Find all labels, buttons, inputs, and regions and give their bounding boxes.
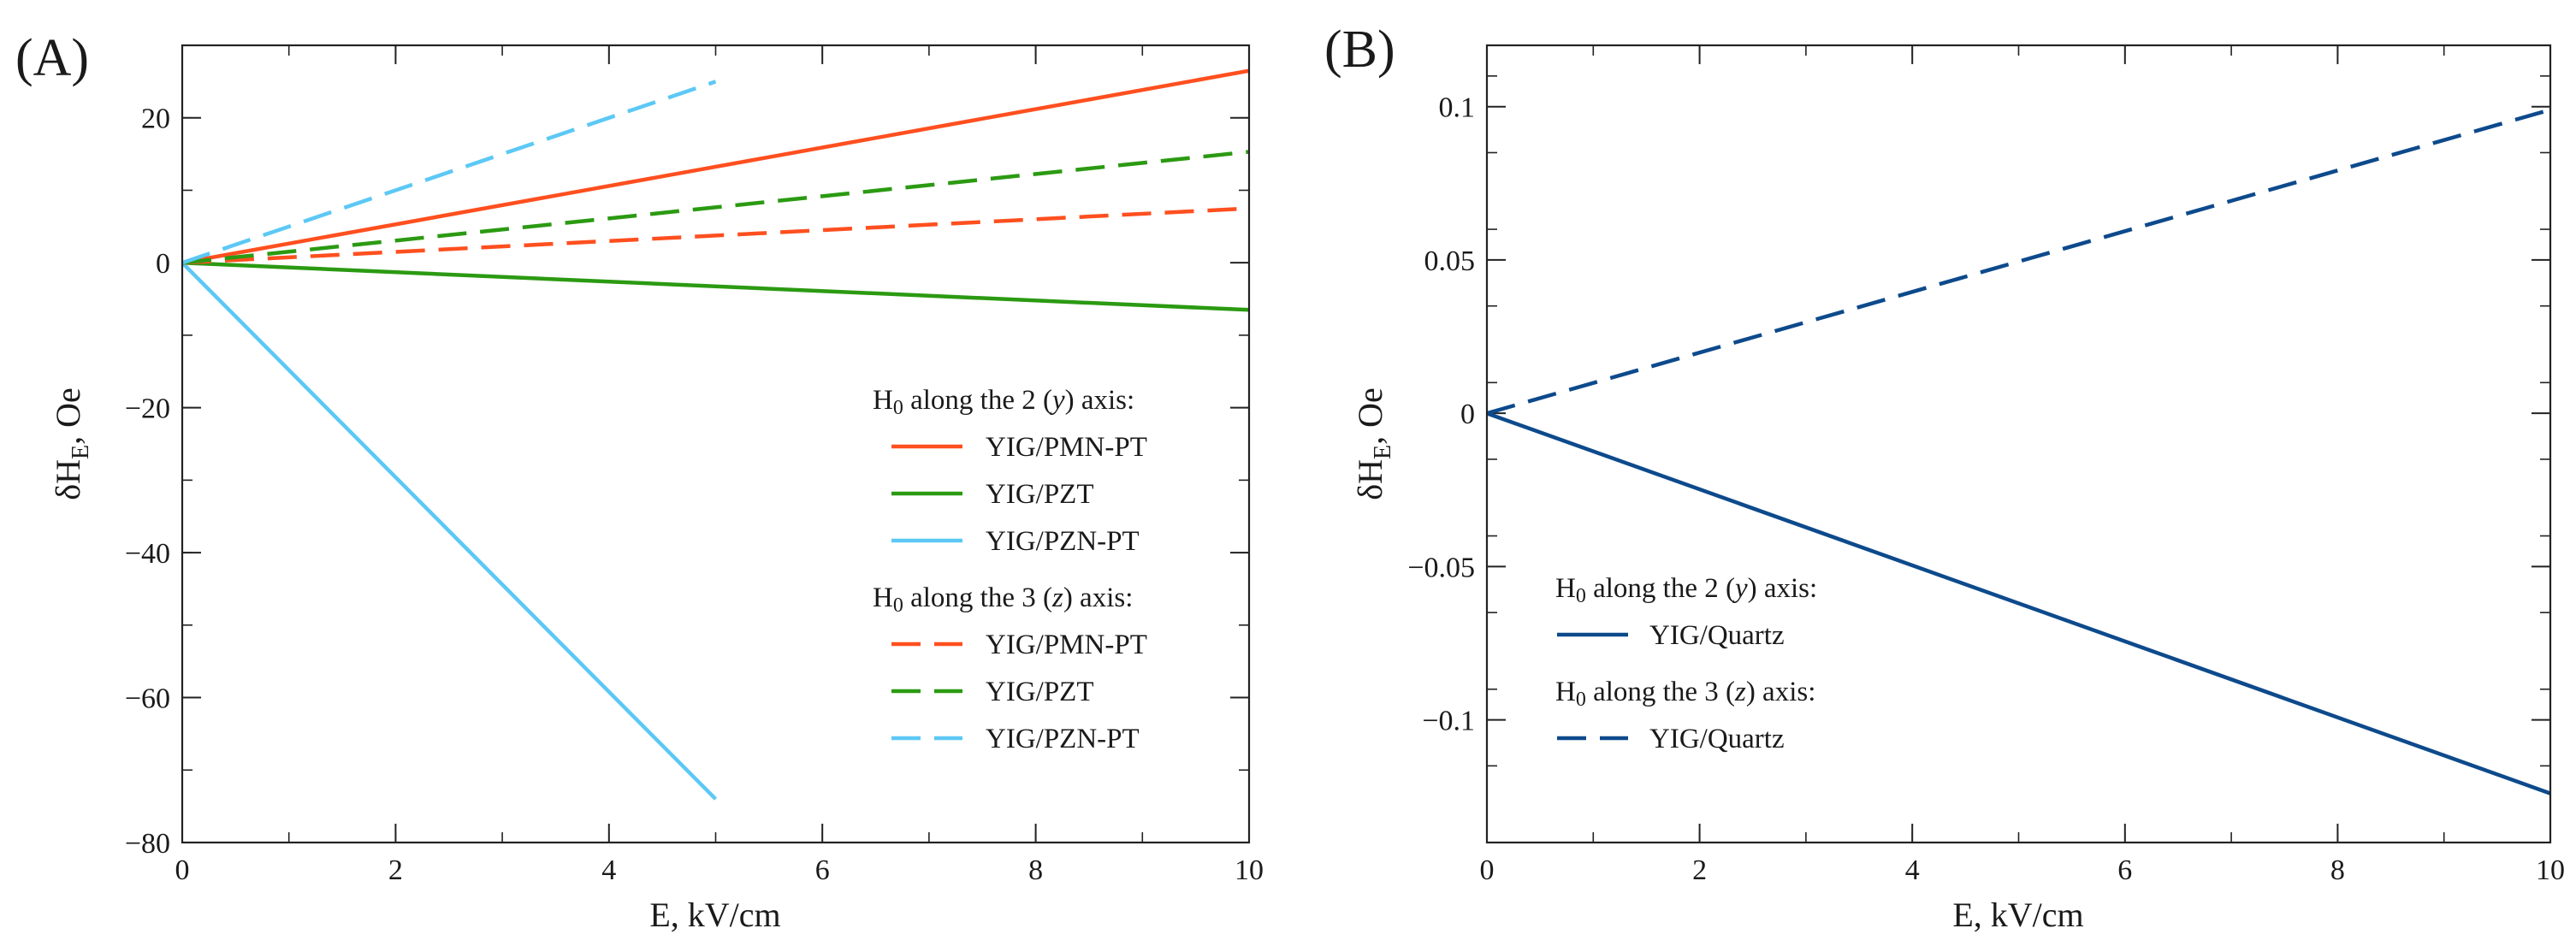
legend-header-prefix: H	[1555, 677, 1576, 707]
y-axis-title: δHE, Oe	[1351, 387, 1396, 500]
series-line-dashed-3	[182, 206, 1249, 265]
series-line-dashed-1	[1487, 108, 2550, 416]
legend-header-sub: 0	[893, 594, 903, 617]
x-axis-title: E, kV/cm	[649, 896, 780, 934]
legend-header-text: along the 2 (	[903, 385, 1052, 416]
series-line-solid-0	[182, 68, 1249, 265]
series-line-solid-1	[182, 260, 1249, 312]
y-axis-title-main: δH	[1351, 459, 1389, 500]
legend-header-prefix: H	[873, 385, 893, 416]
legend-group-header: H0 along the 2 (y) axis:	[873, 385, 1134, 419]
legend-entry-label: YIG/PZN-PT	[986, 724, 1140, 754]
legend-entry-label: YIG/PMN-PT	[986, 630, 1147, 660]
series-group	[1487, 108, 2550, 795]
chart-panel-a: (A) 0 2 4 6 8 10 −80 −60 −40 −20 0 20 E, kV/cm δHE, Oe…	[15, 29, 1264, 934]
legend-header-end: ) axis:	[1063, 582, 1134, 613]
legend-header-sub: 0	[893, 397, 903, 419]
series-line-solid-0	[1487, 411, 2550, 795]
y-tick-label: −80	[125, 828, 170, 860]
y-tick-label: −20	[125, 393, 170, 425]
y-tick-label: 0	[156, 248, 170, 280]
x-tick-label: 2	[388, 854, 403, 886]
legend-header-prefix: H	[873, 582, 893, 613]
chart-panel-b: (B) 0 2 4 6 8 10 −0.1 −0.05 0 0.05 0.1 E, kV/cm δHE, …	[1324, 21, 2565, 934]
y-tick-label: 0.05	[1424, 245, 1476, 277]
legend-header-end: ) axis:	[1746, 677, 1816, 707]
legend-header-text: along the 3 (	[1586, 677, 1735, 707]
legend-header-var: z	[1734, 677, 1746, 707]
series-line-dashed-4	[182, 150, 1249, 265]
y-axis-title-tail: , Oe	[49, 387, 87, 445]
x-tick-label: 10	[2536, 854, 2565, 886]
y-axis-title-tail: , Oe	[1351, 387, 1389, 445]
y-axis-title-main: δH	[49, 459, 87, 500]
x-tick-label: 10	[1235, 854, 1264, 886]
legend-header-text: along the 2 (	[1586, 573, 1735, 604]
y-tick-label: −60	[125, 683, 170, 715]
y-tick-label: 0.1	[1439, 92, 1476, 124]
series-line-solid-2	[182, 261, 718, 801]
x-tick-label: 8	[1028, 854, 1043, 886]
legend-header-var: y	[1732, 573, 1748, 604]
y-tick-label: 0	[1460, 399, 1475, 430]
plot-frame	[181, 44, 1251, 844]
y-tick-label: −0.05	[1407, 552, 1475, 583]
legend-header-end: ) axis:	[1065, 385, 1135, 416]
y-axis-title-sub: E	[68, 445, 94, 459]
panel-label: (A)	[15, 29, 89, 87]
series-group	[182, 68, 1249, 801]
legend-entry-label: YIG/Quartz	[1649, 724, 1785, 754]
x-tick-label: 0	[175, 854, 190, 886]
x-tick-label: 2	[1692, 854, 1707, 886]
legend-header-sub: 0	[1576, 585, 1586, 607]
y-tick-label: −0.1	[1422, 706, 1475, 737]
plot-frame	[1485, 44, 2552, 844]
legend-header-var: y	[1050, 385, 1065, 416]
x-tick-label: 6	[2117, 854, 2132, 886]
x-tick-label: 4	[1905, 854, 1920, 886]
y-tick-label: 20	[141, 103, 170, 135]
legend-group-header: H0 along the 3 (z) axis:	[873, 582, 1133, 617]
x-tick-label: 6	[815, 854, 830, 886]
panel-label: (B)	[1324, 21, 1395, 79]
legend-entry-label: YIG/PZN-PT	[986, 526, 1140, 557]
legend: H0 along the 2 (y) axis:YIG/PMN-PTYIG/PZ…	[873, 385, 1147, 754]
legend-entry-label: YIG/Quartz	[1649, 620, 1785, 651]
legend-header-text: along the 3 (	[903, 582, 1052, 613]
legend-group-header: H0 along the 3 (z) axis:	[1555, 677, 1815, 711]
x-tick-label: 0	[1480, 854, 1495, 886]
y-tick-label: −40	[125, 538, 170, 570]
legend-header-sub: 0	[1576, 689, 1586, 711]
legend-entry-label: YIG/PZT	[986, 479, 1094, 510]
legend-header-var: z	[1051, 582, 1063, 613]
x-axis-title: E, kV/cm	[1952, 896, 2083, 934]
y-axis-title-sub: E	[1370, 445, 1396, 459]
x-tick-label: 4	[601, 854, 616, 886]
y-axis-title: δHE, Oe	[49, 387, 94, 500]
legend-entry-label: YIG/PMN-PT	[986, 432, 1147, 463]
legend-header-end: ) axis:	[1748, 573, 1818, 604]
legend-entry-label: YIG/PZT	[986, 677, 1094, 707]
legend-group-header: H0 along the 2 (y) axis:	[1555, 573, 1817, 607]
series-line-dashed-5	[182, 80, 717, 265]
x-tick-label: 8	[2330, 854, 2345, 886]
legend-header-prefix: H	[1555, 573, 1576, 604]
